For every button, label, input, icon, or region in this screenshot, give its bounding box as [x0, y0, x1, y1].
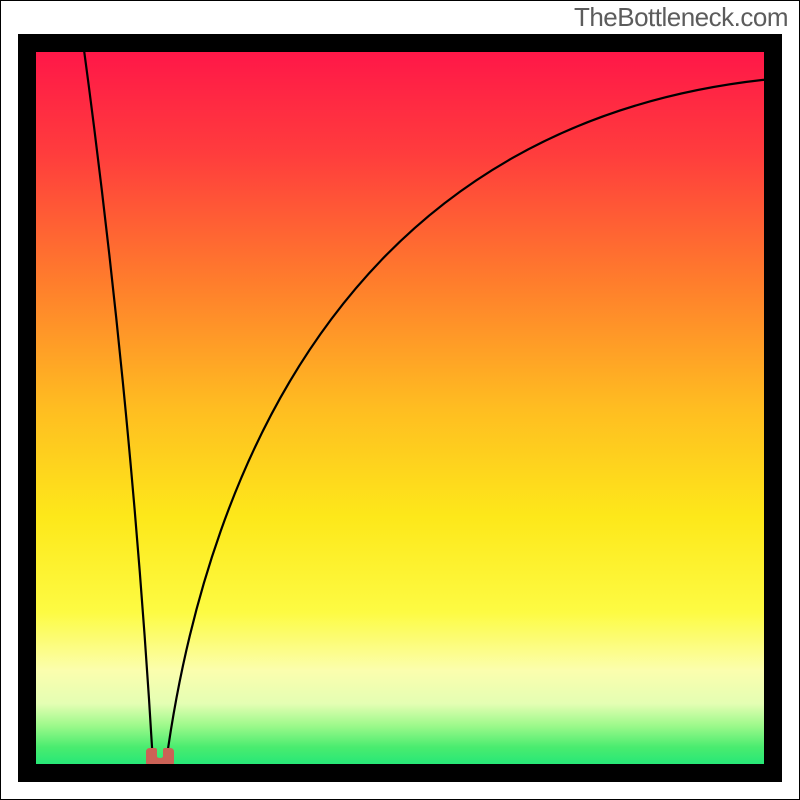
gradient-panel — [27, 43, 773, 773]
attribution-text: TheBottleneck.com — [574, 2, 788, 33]
chart-container: TheBottleneck.com — [0, 0, 800, 800]
bottleneck-chart — [0, 0, 800, 800]
